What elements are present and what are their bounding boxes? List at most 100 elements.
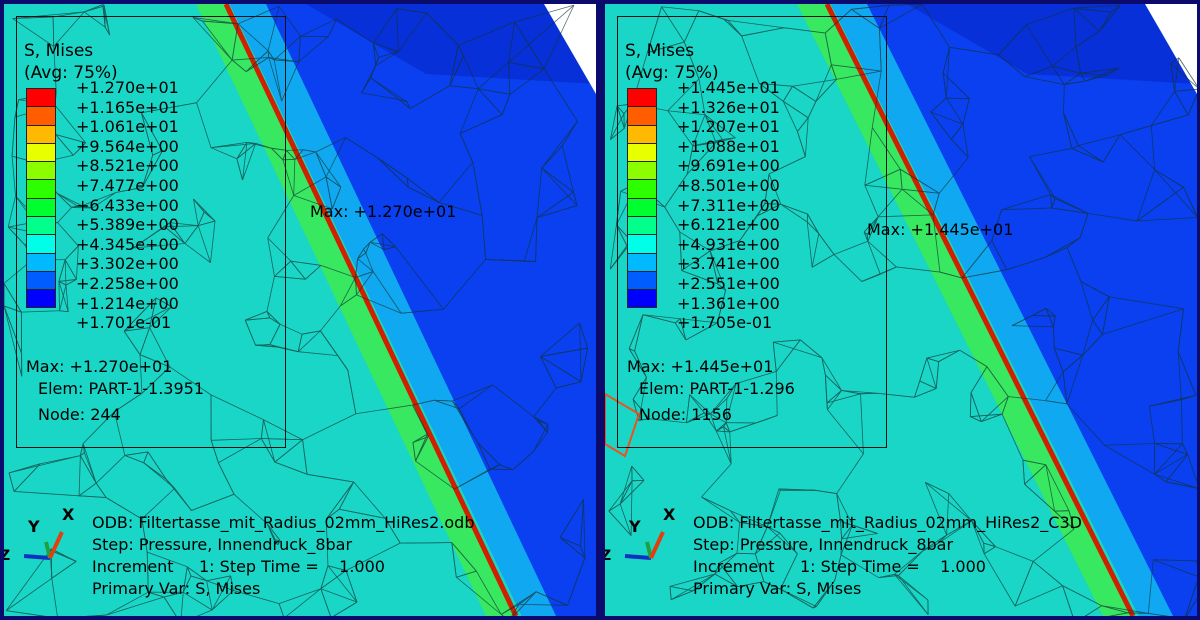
legend-swatch xyxy=(627,270,657,290)
legend-swatch xyxy=(26,234,56,253)
contour-plot xyxy=(605,4,1197,616)
legend-swatch xyxy=(627,88,657,107)
legend-value: +4.931e+00 xyxy=(677,234,780,254)
max-node: Node: 244 xyxy=(38,405,121,424)
legend-swatch xyxy=(627,216,657,235)
legend-swatch xyxy=(627,142,657,162)
legend-value: +1.326e+01 xyxy=(677,97,780,117)
color-bar xyxy=(627,88,657,308)
legend-swatch xyxy=(627,124,657,143)
max-marker-label: Max: +1.270e+01 xyxy=(310,202,457,221)
legend-swatch xyxy=(26,252,56,271)
legend-value: +3.741e+00 xyxy=(677,254,780,274)
legend-value: +8.501e+00 xyxy=(677,175,780,195)
viewport-right[interactable]: S, Mises (Avg: 75%) +1.445e+01 +1.326e+01… xyxy=(605,4,1197,616)
legend-swatch xyxy=(26,161,56,180)
triad-y: Y xyxy=(628,517,641,536)
legend-value: +2.258e+00 xyxy=(76,273,179,293)
legend-value: +1.165e+01 xyxy=(76,97,179,117)
legend-value: +6.121e+00 xyxy=(677,215,780,235)
legend-swatch xyxy=(26,270,56,290)
legend-value: +1.361e+00 xyxy=(677,293,780,313)
color-bar xyxy=(26,88,56,308)
legend-swatch xyxy=(26,197,56,217)
max-element-marker xyxy=(605,392,641,458)
stress-band-lightblue xyxy=(831,4,1173,616)
legend-value: +9.564e+00 xyxy=(76,136,179,156)
triad-y: Y xyxy=(27,517,40,536)
viewport-left[interactable]: S, Mises (Avg: 75%) +1.270e+01 +1.165e+01… xyxy=(4,4,596,616)
max-stress-line xyxy=(824,4,1136,616)
contour-plot xyxy=(4,4,596,616)
legend-swatch xyxy=(26,216,56,235)
legend-subtitle: (Avg: 75%) xyxy=(24,63,118,83)
legend-value: +1.270e+01 xyxy=(76,78,179,97)
step-name: Step: Pressure, Innendruck_8bar xyxy=(693,535,954,554)
legend-subtitle: (Avg: 75%) xyxy=(625,63,719,83)
empty-region xyxy=(544,4,596,94)
legend-swatch xyxy=(26,289,56,308)
legend-value: +1.705e-01 xyxy=(677,313,773,333)
legend-swatch xyxy=(627,197,657,217)
legend-swatch xyxy=(627,252,657,271)
step-name: Step: Pressure, Innendruck_8bar xyxy=(92,535,353,554)
legend-value: +6.433e+00 xyxy=(76,195,179,215)
legend-value: +1.088e+01 xyxy=(677,136,780,156)
axis-triad-icon: Y X Z xyxy=(4,505,75,564)
stress-band-green xyxy=(196,4,516,616)
odb-info: ODB: Filtertasse_mit_Radius_02mm_HiRes2.… xyxy=(92,512,475,600)
legend-value: +7.477e+00 xyxy=(76,175,179,195)
max-element: Elem: PART-1-1.3951 xyxy=(38,379,204,398)
stress-region-darkblue xyxy=(306,4,596,84)
max-element: Elem: PART-1-1.296 xyxy=(639,379,795,398)
triad-z: Z xyxy=(605,548,611,564)
legend-box xyxy=(16,16,286,448)
legend-value: +8.521e+00 xyxy=(76,156,179,176)
legend-swatch xyxy=(26,142,56,162)
increment-info: Increment 1: Step Time = 1.000 xyxy=(92,557,385,576)
triad-z: Z xyxy=(4,548,10,564)
legend-value: +3.302e+00 xyxy=(76,254,179,274)
mesh-lines xyxy=(608,4,1197,616)
legend-value: +1.214e+00 xyxy=(76,293,179,313)
mesh-lines xyxy=(4,4,589,616)
max-marker-label: Max: +1.445e+01 xyxy=(867,220,1014,239)
odb-info: ODB: Filtertasse_mit_Radius_02mm_HiRes2_… xyxy=(693,512,1082,600)
legend-swatch xyxy=(26,124,56,143)
axis-triad-icon: Y X Z xyxy=(605,505,676,564)
empty-region xyxy=(1145,4,1197,94)
stress-region-darkblue xyxy=(907,4,1197,84)
triad-x: X xyxy=(663,505,676,524)
legend-swatch xyxy=(627,289,657,308)
legend-title: S, Mises xyxy=(625,41,695,61)
legend-values: +1.445e+01 +1.326e+01 +1.207e+01 +1.088e+01… xyxy=(677,78,780,333)
legend-swatch xyxy=(26,179,56,198)
legend-value: +7.311e+00 xyxy=(677,195,780,215)
triad-x: X xyxy=(62,505,75,524)
stress-band-green xyxy=(797,4,1133,616)
odb-name: ODB: Filtertasse_mit_Radius_02mm_HiRes2_… xyxy=(693,513,1082,532)
legend-value: +2.551e+00 xyxy=(677,273,780,293)
legend-value: +1.701e-01 xyxy=(76,313,172,333)
legend-swatch xyxy=(627,234,657,253)
legend-swatch xyxy=(26,88,56,107)
primary-var: Primary Var: S, Mises xyxy=(92,579,261,598)
legend-value: +1.445e+01 xyxy=(677,78,780,97)
odb-name: ODB: Filtertasse_mit_Radius_02mm_HiRes2.… xyxy=(92,513,475,532)
legend-box xyxy=(617,16,887,448)
max-value: Max: +1.445e+01 xyxy=(627,357,774,376)
legend-values: +1.270e+01 +1.165e+01 +1.061e+01 +9.564e+00… xyxy=(76,78,179,333)
increment-info: Increment 1: Step Time = 1.000 xyxy=(693,557,986,576)
legend-swatch xyxy=(627,161,657,180)
max-stress-line xyxy=(223,4,519,616)
primary-var: Primary Var: S, Mises xyxy=(693,579,862,598)
legend-swatch xyxy=(26,106,56,125)
legend-value: +9.691e+00 xyxy=(677,156,780,176)
legend-swatch xyxy=(627,179,657,198)
max-value: Max: +1.270e+01 xyxy=(26,357,173,376)
legend-swatch xyxy=(627,106,657,125)
legend-value: +1.061e+01 xyxy=(76,117,179,137)
legend-title: S, Mises xyxy=(24,41,94,61)
legend-value: +1.207e+01 xyxy=(677,117,780,137)
max-node: Node: 1156 xyxy=(639,405,732,424)
